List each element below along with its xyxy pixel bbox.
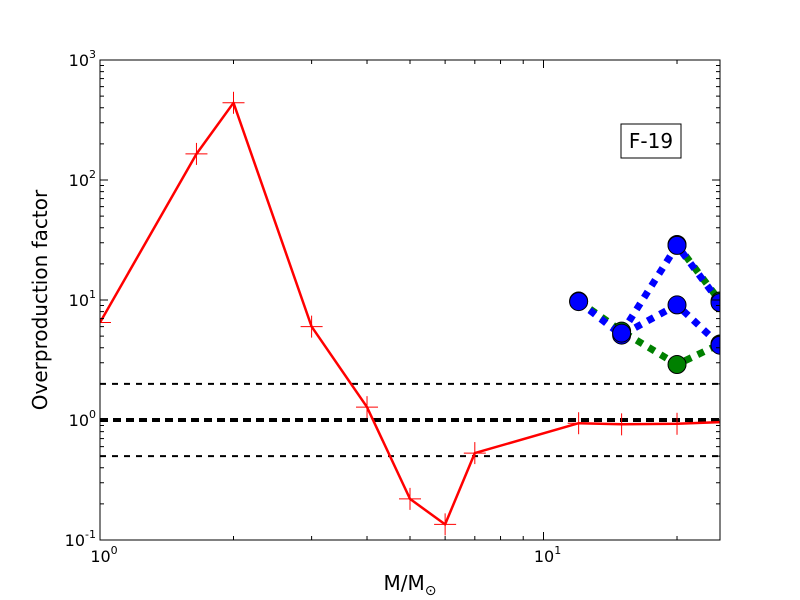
series-3-line: [576, 298, 720, 348]
annotation-label: F-19: [629, 129, 673, 153]
annotation-box: F-19: [620, 123, 682, 159]
series-0-point-9: [610, 413, 633, 436]
series-0-point-1: [185, 142, 208, 165]
y-tick-label-3: 102: [69, 168, 96, 190]
y-tick-label-1: 100: [69, 408, 96, 430]
x-tick-label-1: 101: [534, 544, 561, 566]
series-0-point-4: [356, 396, 379, 419]
y-tick-label-2: 101: [69, 288, 96, 310]
series-4-point-1: [667, 235, 687, 255]
series-0-point-6: [434, 513, 457, 536]
series-1-line: [576, 298, 720, 368]
series-4-line: [618, 241, 720, 335]
y-tick-label-0: 10-1: [65, 528, 96, 550]
series-2-line: [674, 242, 720, 304]
series-4-point-2: [710, 293, 720, 313]
series-0-point-5: [399, 487, 421, 510]
series-0-line: [100, 101, 720, 526]
series-0-point-11: [709, 411, 720, 434]
series-3-point-2: [667, 295, 687, 315]
series-0-point-3: [300, 315, 323, 338]
annotation-frame: [620, 123, 682, 159]
series-0-point-7: [463, 442, 486, 465]
series-3-point-3: [710, 335, 720, 355]
series-0-point-10: [666, 412, 689, 435]
x-axis-label-subscript: ⊙: [425, 583, 437, 599]
series-1-point-2: [667, 355, 687, 375]
series-0-point-2: [222, 91, 245, 114]
y-axis-label: Overproduction factor: [28, 189, 52, 410]
series-0-point-8: [567, 412, 590, 435]
x-tick-label-0: 100: [90, 544, 117, 566]
y-tick-label-4: 103: [69, 48, 96, 70]
series-3-point-0: [569, 292, 589, 312]
x-axis-label: M/M⊙: [384, 571, 437, 599]
series-0-point-0: [100, 311, 111, 334]
series-4-point-0: [612, 323, 632, 343]
